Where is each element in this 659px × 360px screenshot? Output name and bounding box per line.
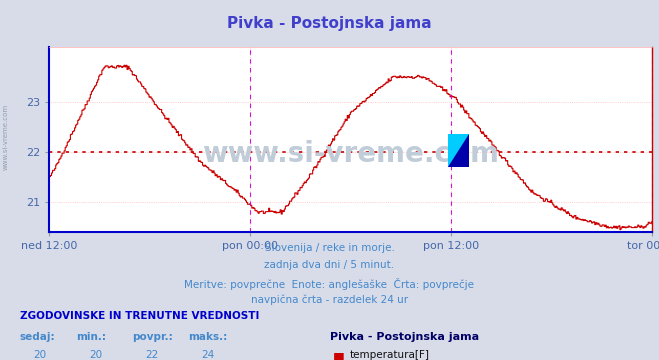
Text: Pivka - Postojnska jama: Pivka - Postojnska jama [330, 332, 478, 342]
Text: min.:: min.: [76, 332, 106, 342]
Text: maks.:: maks.: [188, 332, 227, 342]
Text: povpr.:: povpr.: [132, 332, 173, 342]
Text: Pivka - Postojnska jama: Pivka - Postojnska jama [227, 16, 432, 31]
Polygon shape [448, 134, 469, 167]
Text: 20: 20 [89, 350, 102, 360]
Text: zadnja dva dni / 5 minut.: zadnja dva dni / 5 minut. [264, 260, 395, 270]
Text: Slovenija / reke in morje.: Slovenija / reke in morje. [264, 243, 395, 253]
Text: navpična črta - razdelek 24 ur: navpična črta - razdelek 24 ur [251, 295, 408, 305]
Text: temperatura[F]: temperatura[F] [349, 350, 429, 360]
Text: sedaj:: sedaj: [20, 332, 55, 342]
Text: 24: 24 [201, 350, 214, 360]
Text: ZGODOVINSKE IN TRENUTNE VREDNOSTI: ZGODOVINSKE IN TRENUTNE VREDNOSTI [20, 311, 259, 321]
Text: 20: 20 [33, 350, 46, 360]
Polygon shape [448, 134, 469, 167]
Text: www.si-vreme.com: www.si-vreme.com [202, 140, 500, 168]
Text: Meritve: povprečne  Enote: anglešaške  Črta: povprečje: Meritve: povprečne Enote: anglešaške Črt… [185, 278, 474, 289]
Text: www.si-vreme.com: www.si-vreme.com [2, 104, 9, 170]
Text: 22: 22 [145, 350, 158, 360]
Text: ■: ■ [333, 350, 345, 360]
